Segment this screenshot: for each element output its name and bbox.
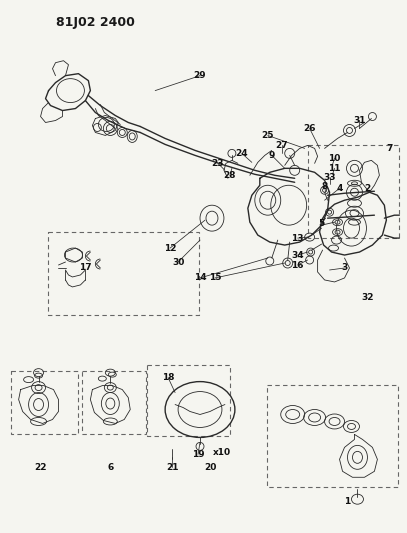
Text: 14: 14 bbox=[194, 273, 206, 282]
Text: 34: 34 bbox=[291, 251, 304, 260]
Text: x10: x10 bbox=[213, 448, 231, 457]
Text: 30: 30 bbox=[172, 257, 184, 266]
Text: 10: 10 bbox=[328, 154, 341, 163]
Text: 21: 21 bbox=[166, 463, 178, 472]
Text: 31: 31 bbox=[353, 116, 366, 125]
Text: 7: 7 bbox=[386, 144, 392, 153]
Text: 22: 22 bbox=[34, 463, 47, 472]
Text: 24: 24 bbox=[236, 149, 248, 158]
Text: 2: 2 bbox=[364, 184, 370, 193]
Text: 13: 13 bbox=[291, 233, 304, 243]
Text: 5: 5 bbox=[318, 219, 325, 228]
Text: 11: 11 bbox=[328, 164, 341, 173]
Text: 8: 8 bbox=[322, 182, 328, 191]
Text: 4: 4 bbox=[336, 184, 343, 193]
Text: 17: 17 bbox=[79, 263, 92, 272]
Text: 25: 25 bbox=[262, 131, 274, 140]
Text: 20: 20 bbox=[204, 463, 216, 472]
Text: 16: 16 bbox=[291, 261, 304, 270]
Text: 1: 1 bbox=[344, 497, 351, 506]
Text: 9: 9 bbox=[269, 151, 275, 160]
Text: 23: 23 bbox=[212, 159, 224, 168]
Text: 3: 3 bbox=[341, 263, 348, 272]
Text: 6: 6 bbox=[107, 463, 114, 472]
Text: 18: 18 bbox=[162, 373, 174, 382]
Text: 15: 15 bbox=[209, 273, 221, 282]
Text: 12: 12 bbox=[164, 244, 176, 253]
Text: 81J02 2400: 81J02 2400 bbox=[55, 16, 134, 29]
Text: 19: 19 bbox=[192, 450, 204, 459]
Text: 33: 33 bbox=[323, 173, 336, 182]
Text: 32: 32 bbox=[361, 293, 374, 302]
Text: 29: 29 bbox=[194, 71, 206, 80]
Text: 27: 27 bbox=[276, 141, 288, 150]
Text: 26: 26 bbox=[303, 124, 316, 133]
Text: 28: 28 bbox=[224, 171, 236, 180]
